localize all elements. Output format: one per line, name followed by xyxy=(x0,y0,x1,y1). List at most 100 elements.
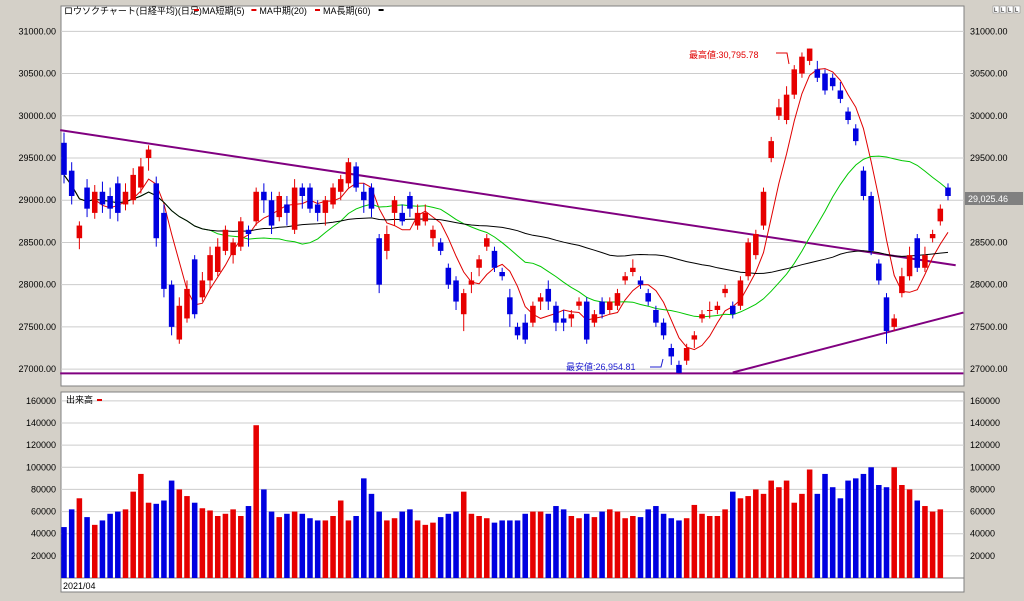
candle xyxy=(184,280,190,323)
volume-bar xyxy=(191,502,198,578)
volume-bar xyxy=(76,498,83,578)
volume-bar xyxy=(837,498,844,578)
volume-bar xyxy=(929,511,936,578)
window-button[interactable] xyxy=(1013,5,1021,14)
volume-bar xyxy=(115,511,121,578)
volume-bar xyxy=(676,520,682,578)
candle-body xyxy=(291,187,298,230)
volume-bar xyxy=(668,518,675,578)
volume-bar xyxy=(230,509,236,578)
volume-bar xyxy=(491,522,498,578)
volume-bar xyxy=(514,520,521,578)
candle xyxy=(760,187,767,230)
candle-body xyxy=(99,191,106,205)
candle xyxy=(522,314,528,344)
candle-body xyxy=(268,200,275,226)
candle xyxy=(783,86,790,125)
candle xyxy=(176,297,183,344)
volume-bar xyxy=(814,493,821,578)
candle-body xyxy=(722,288,728,294)
volume-bar xyxy=(760,493,767,578)
volume-bar xyxy=(307,518,313,578)
candle-body xyxy=(799,56,805,74)
volume-bar xyxy=(314,520,321,578)
window-button[interactable] xyxy=(1006,5,1014,14)
candle xyxy=(852,124,859,146)
candle-body xyxy=(937,208,944,222)
volume-bar xyxy=(883,487,890,578)
candle xyxy=(76,221,83,250)
candle-body xyxy=(445,267,452,285)
candle xyxy=(460,288,467,332)
candle xyxy=(829,73,836,91)
candle-body xyxy=(422,212,429,222)
price-tick-left: 31000.00 xyxy=(18,26,56,36)
candle xyxy=(107,187,113,219)
price-tick-right: 30000.00 xyxy=(970,111,1008,121)
candle xyxy=(168,280,175,336)
candle xyxy=(745,238,751,281)
candle xyxy=(399,204,405,226)
volume-bar xyxy=(545,513,552,578)
volume-bar xyxy=(876,485,882,578)
candle xyxy=(238,217,244,251)
candle xyxy=(860,166,867,201)
candle-body xyxy=(706,310,713,311)
candle-body xyxy=(91,191,98,213)
candle-body xyxy=(676,364,682,373)
volume-bar xyxy=(914,500,921,578)
candle-body xyxy=(776,107,782,116)
volume-tick-right: 80000 xyxy=(970,484,995,494)
candle-body xyxy=(384,234,390,251)
candle-body xyxy=(791,69,798,95)
price-tick-left: 27500.00 xyxy=(18,322,56,332)
candle xyxy=(61,132,67,184)
volume-tick-right: 40000 xyxy=(970,529,995,539)
volume-tick-left: 40000 xyxy=(31,529,56,539)
candle xyxy=(945,183,951,201)
volume-bar xyxy=(576,518,582,578)
candle xyxy=(891,314,897,332)
volume-bar xyxy=(161,500,167,578)
volume-tick-left: 80000 xyxy=(31,484,56,494)
candle xyxy=(937,204,944,226)
candle-body xyxy=(560,318,567,323)
candle xyxy=(130,168,136,205)
candle xyxy=(391,196,398,226)
candle-body xyxy=(191,259,198,315)
volume-legend-swatch xyxy=(97,399,102,401)
candle-body xyxy=(130,174,136,201)
volume-bar xyxy=(261,489,267,578)
candle xyxy=(276,191,283,222)
volume-bar xyxy=(460,491,467,578)
volume-bar xyxy=(430,522,436,578)
candle xyxy=(614,288,621,310)
price-tick-left: 29500.00 xyxy=(18,153,56,163)
volume-bar xyxy=(130,491,136,578)
window-button[interactable] xyxy=(992,5,1000,14)
price-tick-left: 27000.00 xyxy=(18,364,56,374)
candle xyxy=(437,238,444,256)
candle-body xyxy=(545,288,552,302)
candle-body xyxy=(737,280,744,306)
candle-body xyxy=(653,310,659,323)
window-button[interactable] xyxy=(999,5,1007,14)
volume-bar xyxy=(437,517,444,578)
price-tick-right: 29500.00 xyxy=(970,153,1008,163)
candle xyxy=(191,255,198,319)
candle xyxy=(683,343,690,365)
volume-tick-right: 60000 xyxy=(970,507,995,517)
volume-tick-left: 60000 xyxy=(31,507,56,517)
low-annotation: 最安値:26,954.81 xyxy=(566,361,636,372)
candle xyxy=(776,98,782,120)
candle xyxy=(768,136,774,163)
candle xyxy=(207,246,213,289)
candle xyxy=(322,196,329,226)
candle xyxy=(699,310,705,323)
volume-bar xyxy=(768,480,774,578)
volume-tick-right: 20000 xyxy=(970,551,995,561)
price-tick-right: 27000.00 xyxy=(970,364,1008,374)
candle-body xyxy=(222,229,229,251)
volume-bar xyxy=(122,509,129,578)
